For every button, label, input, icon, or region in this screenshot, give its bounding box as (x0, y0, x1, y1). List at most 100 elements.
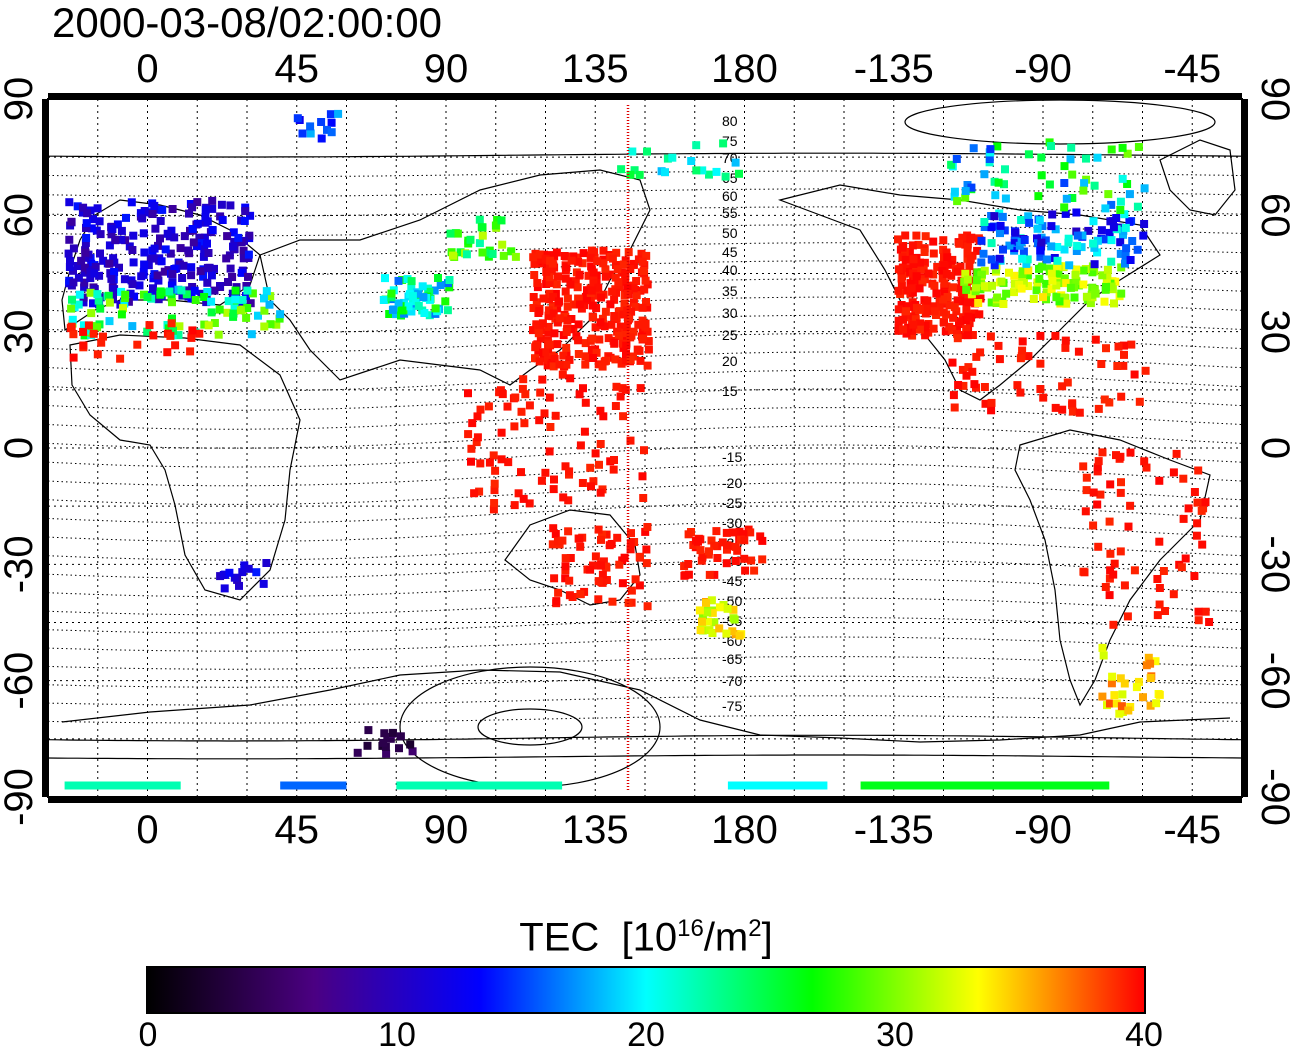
tec-cell (157, 257, 166, 266)
tec-cell (945, 322, 954, 331)
tec-cell (74, 262, 82, 270)
tec-cell (530, 259, 539, 268)
tec-cell (364, 726, 373, 735)
tec-cell (903, 326, 912, 335)
tec-cell (1074, 281, 1083, 290)
tec-cell (698, 166, 707, 175)
contour-line (47, 501, 1243, 524)
tec-cell (949, 313, 958, 322)
tec-cell (545, 393, 554, 402)
tec-cell (993, 142, 1002, 151)
tec-cell (894, 305, 903, 314)
tec-cell (1047, 242, 1056, 251)
tec-cell (507, 247, 516, 256)
contour-line (47, 656, 1243, 670)
tec-cell (1121, 251, 1130, 260)
tec-cell (187, 263, 196, 272)
tec-cell (548, 301, 557, 310)
tec-cell (69, 244, 78, 253)
tec-cell (166, 331, 175, 340)
tec-cell (689, 541, 698, 549)
contour-line (47, 407, 1243, 430)
tec-cell (643, 523, 652, 531)
tec-cell (591, 323, 600, 332)
tec-cell (987, 255, 996, 264)
tec-cell (153, 271, 162, 280)
tec-cell (1082, 473, 1091, 482)
tec-cell (589, 272, 598, 281)
tec-cell (1155, 537, 1164, 546)
tec-cell (972, 276, 981, 285)
tec-cell (116, 354, 125, 363)
tec-cell (581, 339, 590, 348)
contour-line (47, 444, 1243, 468)
tec-cell (595, 335, 604, 344)
tec-cell (553, 340, 562, 349)
tec-cell (610, 312, 619, 320)
tec-cell (897, 301, 906, 309)
tec-cell (536, 334, 545, 343)
tec-cell (476, 405, 485, 414)
tec-cell (617, 359, 626, 368)
tec-cell (478, 248, 487, 257)
tec-cell (230, 573, 239, 582)
tec-cell (117, 310, 126, 319)
tec-cell (956, 262, 965, 271)
tec-cell (998, 212, 1007, 221)
tec-cell (899, 315, 908, 324)
tec-cell (591, 449, 600, 458)
tec-cell (1125, 190, 1134, 199)
tec-cell (959, 381, 968, 390)
tec-cell (613, 327, 622, 336)
tec-cell (968, 367, 977, 376)
tec-cell (203, 239, 211, 248)
tec-cell (144, 261, 153, 270)
tec-cell (972, 352, 981, 361)
tec-cell (561, 562, 570, 571)
tec-cell (1161, 607, 1169, 615)
tec-cell (584, 271, 593, 280)
tec-cell (1073, 241, 1082, 250)
tec-cell (1132, 683, 1141, 692)
tec-cell (79, 321, 88, 330)
tec-cell (1179, 514, 1188, 523)
contour-line (47, 715, 1243, 724)
tec-cell (581, 398, 590, 407)
tec-cell (952, 155, 961, 163)
tec-cell (986, 332, 995, 341)
tec-cell (200, 245, 209, 254)
tec-cell (604, 334, 613, 343)
tec-cell (589, 279, 598, 288)
tec-cell (396, 732, 405, 741)
tec-cell (208, 196, 217, 205)
tec-cell (563, 316, 572, 325)
contour-label: 50 (722, 225, 738, 241)
tec-cell (128, 280, 137, 289)
tec-cell (900, 248, 909, 257)
tec-cell (642, 545, 651, 554)
tec-cell (1117, 392, 1126, 401)
tec-cell (565, 591, 574, 600)
tec-cell (478, 231, 487, 240)
tec-polar-band (727, 781, 828, 790)
tec-cell (441, 297, 450, 306)
tec-cell (926, 307, 935, 316)
tec-cell (99, 332, 107, 341)
tec-cell (569, 252, 578, 261)
tec-cell (947, 260, 956, 269)
tec-world-map: 8075706560555045403530252015-15-20-25-30… (0, 47, 1292, 852)
tec-cell (947, 271, 956, 280)
tec-cell (898, 243, 907, 252)
tec-cell (1110, 559, 1119, 568)
tec-cell (916, 319, 925, 328)
tec-cell (81, 253, 90, 262)
tec-colorbar (146, 966, 1146, 1014)
contour-label: -20 (722, 475, 742, 491)
tec-cell (1061, 343, 1070, 352)
tec-cell (1033, 234, 1041, 243)
tec-cell (977, 236, 986, 245)
tec-cell (363, 741, 372, 750)
tec-cell (739, 530, 748, 539)
tec-cell (909, 255, 918, 264)
tec-cell (1060, 162, 1069, 171)
